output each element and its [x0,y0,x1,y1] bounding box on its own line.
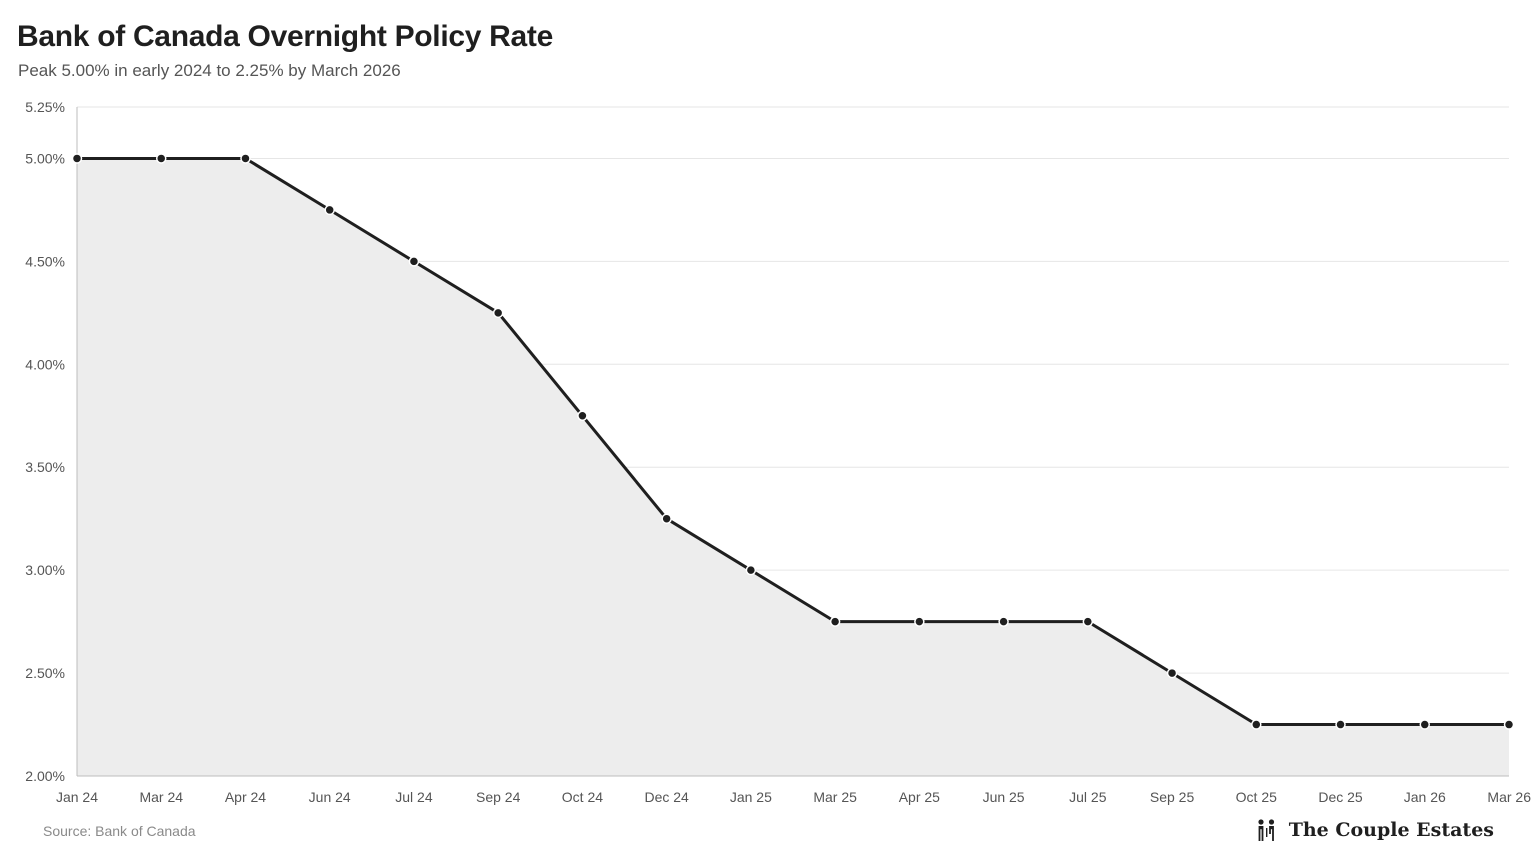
y-tick-label: 2.00% [25,768,65,784]
y-tick-label: 5.25% [25,99,65,115]
data-point [71,153,83,164]
x-tick-label: Mar 25 [813,789,857,805]
data-point [1082,616,1094,627]
x-tick-label: Oct 24 [562,789,603,805]
x-tick-label: Jul 24 [395,789,433,805]
data-point [1419,719,1431,730]
data-point [577,410,588,422]
y-tick-label: 3.50% [25,459,65,475]
source-note: Source: Bank of Canada [43,823,196,839]
data-point [408,256,420,267]
data-point [829,616,841,627]
brand-name: The Couple Estates [1288,819,1494,841]
data-point [1335,719,1346,730]
data-point [492,307,504,319]
x-tick-label: Dec 25 [1318,789,1363,805]
y-tick-label: 4.50% [25,253,65,269]
chart-subtitle: Peak 5.00% in early 2024 to 2.25% by Mar… [18,61,401,80]
line-chart: 2.00% 2.50% 3.00% 3.50% 4.00% 4.50% 5.00% 5.25%… [25,99,1531,805]
brand-logo: The Couple Estates [1255,818,1494,842]
x-tick-label: Jun 24 [309,789,351,805]
data-point [914,616,925,627]
x-tick-label: Apr 24 [225,789,266,805]
x-tick-label: Jan 26 [1404,789,1446,805]
data-point [1166,667,1178,679]
x-tick-label: Sep 24 [476,789,521,805]
x-tick-label: Jul 25 [1069,789,1107,805]
y-tick-label: 2.50% [25,665,65,681]
y-tick-label: 4.00% [25,356,65,372]
data-point [661,513,672,524]
chart-title: Bank of Canada Overnight Policy Rate [17,20,553,53]
x-tick-label: Jan 24 [56,789,98,805]
data-point [1251,719,1262,730]
data-point [745,564,757,576]
data-point [240,153,251,164]
data-point [1503,719,1515,730]
data-point [324,204,335,216]
data-point [998,616,1009,627]
y-tick-label: 3.00% [25,562,65,578]
x-tick-label: Apr 25 [899,789,940,805]
data-point [155,153,167,164]
x-tick-label: Jan 25 [730,789,772,805]
series-line [75,157,1511,726]
y-tick-label: 5.00% [25,150,65,166]
area-fill [77,158,1509,776]
x-tick-label: Mar 24 [139,789,183,805]
x-tick-label: Sep 25 [1150,789,1195,805]
x-tick-label: Dec 24 [644,789,689,805]
couple-icon [1258,819,1274,841]
x-tick-label: Jun 25 [983,789,1025,805]
x-tick-label: Mar 26 [1487,789,1531,805]
x-tick-label: Oct 25 [1236,789,1277,805]
